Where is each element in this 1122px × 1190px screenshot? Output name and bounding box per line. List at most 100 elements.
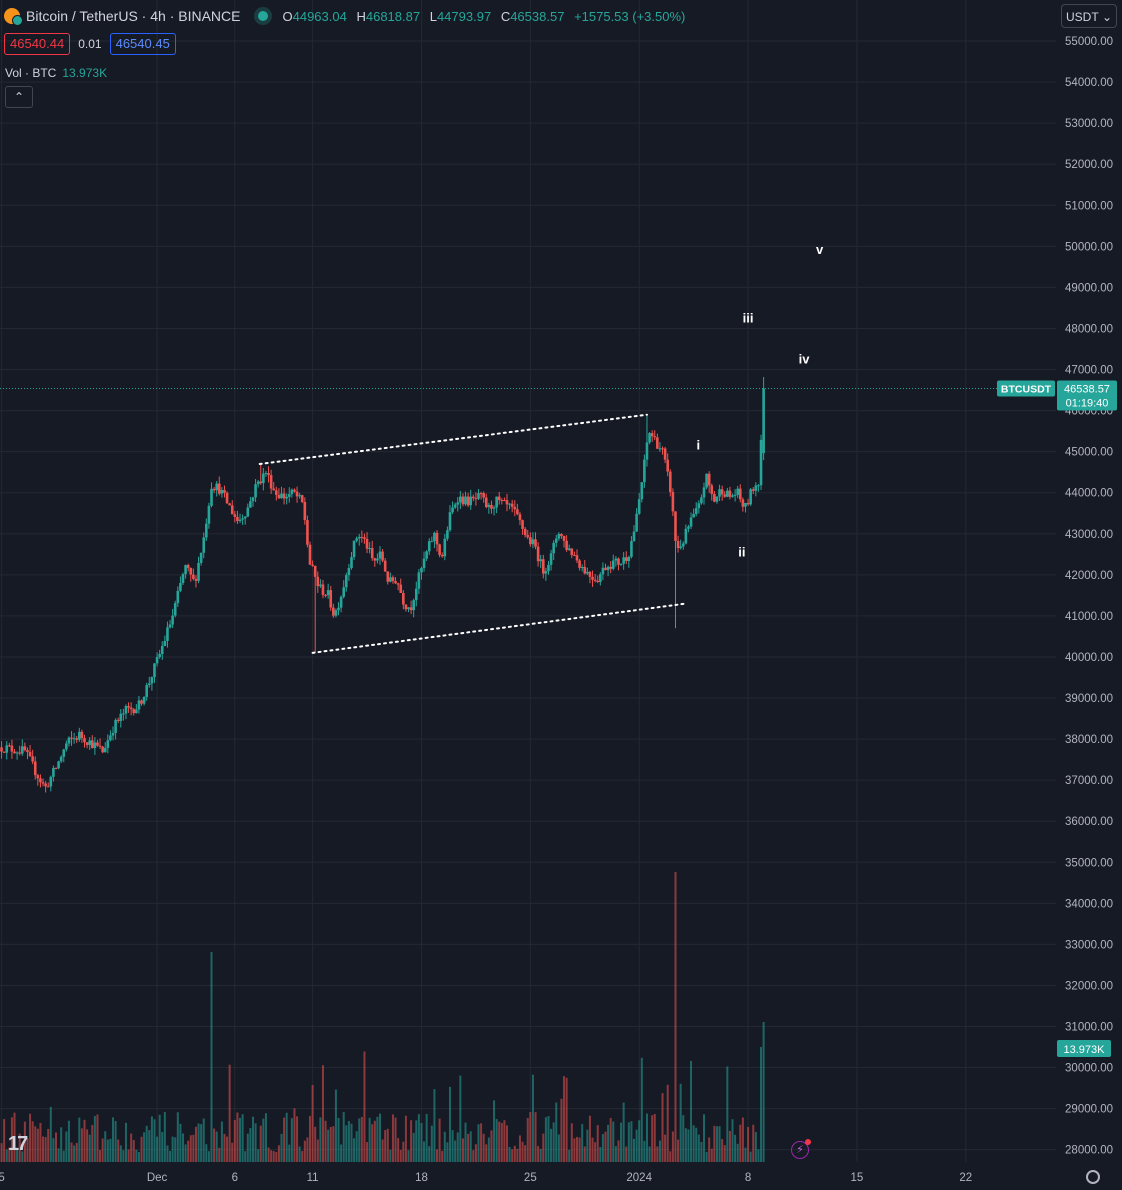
volume-bar xyxy=(36,1128,39,1162)
volume-value: 13.973K xyxy=(62,66,108,80)
volume-legend: Vol · BTC 13.973K xyxy=(5,66,107,80)
volume-bar xyxy=(16,1148,19,1162)
volume-bar xyxy=(713,1125,716,1162)
volume-bar xyxy=(599,1147,602,1162)
volume-bar xyxy=(112,1117,115,1162)
volume-bar xyxy=(360,1116,363,1162)
candle-body xyxy=(391,577,395,582)
candle-body xyxy=(448,512,452,531)
lightning-alert-icon[interactable]: ⚡ xyxy=(791,1139,811,1159)
candle-body xyxy=(334,610,338,616)
candle-body xyxy=(140,700,143,704)
volume-bar xyxy=(633,1138,636,1162)
candle-body xyxy=(505,500,509,505)
volume-bar xyxy=(679,1083,682,1162)
sell-button[interactable]: 46540.44 xyxy=(4,33,71,55)
candle-body xyxy=(751,489,755,491)
volume-bar xyxy=(54,1132,57,1162)
candle-body xyxy=(586,571,589,574)
candle-body xyxy=(217,483,221,494)
candle-body xyxy=(197,562,200,581)
volume-bar xyxy=(425,1113,428,1162)
volume-bar xyxy=(130,1133,133,1162)
candle-body xyxy=(153,663,156,678)
volume-bar xyxy=(34,1126,37,1162)
volume-bar xyxy=(91,1125,94,1162)
change-value: +1575.53 (+3.50%) xyxy=(574,8,686,24)
candle-body xyxy=(80,731,84,739)
volume-bar xyxy=(513,1145,516,1162)
volume-bar xyxy=(104,1131,107,1162)
candle-body xyxy=(246,507,250,517)
volume-bar xyxy=(438,1118,441,1162)
candle-body xyxy=(531,539,535,545)
volume-bar xyxy=(83,1119,86,1162)
y-tick-label: 36000.00 xyxy=(1065,816,1113,828)
volume-bar xyxy=(529,1112,532,1162)
volume-bar xyxy=(93,1115,96,1162)
volume-bar xyxy=(10,1117,13,1162)
volume-bar xyxy=(391,1114,394,1162)
candle-body xyxy=(508,503,511,505)
tradingview-logo-icon[interactable]: 17 xyxy=(8,1133,28,1155)
candle-body xyxy=(168,624,172,628)
candle-body xyxy=(425,551,428,559)
symbol-title[interactable]: Bitcoin / TetherUS · 4h · BINANCE xyxy=(26,8,241,24)
candle-body xyxy=(492,507,496,509)
volume-bar xyxy=(404,1115,407,1162)
candle-body xyxy=(72,738,76,740)
candle-body xyxy=(669,471,672,492)
volume-axis-value: 13.973K xyxy=(1064,1044,1106,1056)
candle-body xyxy=(173,603,177,616)
candle-body xyxy=(456,502,460,505)
candle-body xyxy=(65,743,68,750)
volume-bar xyxy=(80,1128,83,1162)
currency-select[interactable]: USDT ⌄ xyxy=(1061,4,1117,28)
candle-body xyxy=(215,483,218,491)
volume-bar xyxy=(482,1133,485,1162)
volume-bar xyxy=(251,1116,254,1162)
x-tick-label: 22 xyxy=(959,1172,972,1184)
candle-body xyxy=(155,657,159,664)
channel-upper-line[interactable] xyxy=(258,413,648,465)
wave-label-i[interactable]: i xyxy=(696,438,700,453)
candle-body xyxy=(557,534,561,539)
volume-bar xyxy=(70,1142,73,1162)
candle-body xyxy=(225,492,229,504)
volume-bar xyxy=(321,1065,324,1162)
volume-bar xyxy=(236,1112,239,1162)
collapse-legend-button[interactable]: ⌃ xyxy=(5,86,33,108)
volume-bar xyxy=(192,1134,195,1162)
volume-bar xyxy=(329,1126,332,1162)
candle-body xyxy=(363,537,366,539)
candle-body xyxy=(249,501,252,508)
candle-body xyxy=(316,576,320,587)
volume-bar xyxy=(358,1118,361,1162)
volume-bar xyxy=(516,1148,519,1162)
wave-label-iii[interactable]: iii xyxy=(743,310,754,325)
volume-bar xyxy=(283,1117,286,1162)
volume-bar xyxy=(521,1141,524,1162)
candle-body xyxy=(700,497,703,504)
candle-body xyxy=(13,751,16,754)
volume-bar xyxy=(451,1130,454,1162)
wave-label-ii[interactable]: ii xyxy=(738,544,745,559)
settings-gear-icon[interactable] xyxy=(1086,1170,1100,1184)
candle-body xyxy=(604,567,607,571)
wave-label-iv[interactable]: iv xyxy=(799,351,811,366)
buy-button[interactable]: 46540.45 xyxy=(109,33,176,55)
candle-body xyxy=(552,542,555,554)
candle-body xyxy=(718,489,721,497)
volume-bar xyxy=(373,1120,376,1162)
chart-legend-header: Bitcoin / TetherUS · 4h · BINANCE O44963… xyxy=(4,6,691,26)
candle-body xyxy=(277,494,281,499)
candle-body xyxy=(370,548,374,559)
candle-body xyxy=(562,535,566,541)
wave-label-v[interactable]: v xyxy=(816,242,824,257)
volume-bar xyxy=(135,1149,138,1162)
candle-body xyxy=(560,534,563,536)
volume-bar xyxy=(428,1146,431,1162)
channel-lower-line[interactable] xyxy=(311,602,687,654)
candle-body xyxy=(267,473,270,476)
